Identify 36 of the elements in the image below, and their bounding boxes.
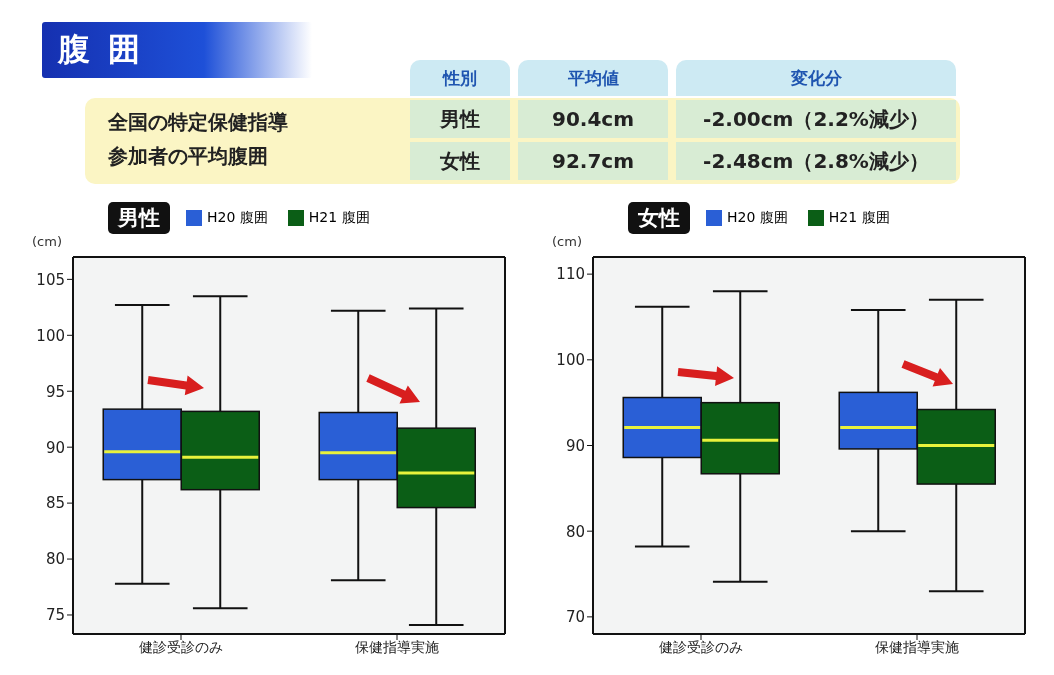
y-tick-label: 90 <box>565 436 585 455</box>
x-tick-label: 保健指導実施 <box>355 638 439 655</box>
y-tick-label: 100 <box>36 326 65 345</box>
legend-label: H20 腹囲 <box>727 209 788 227</box>
text: -2.48cm（2.8%減少） <box>676 142 956 180</box>
text: 90.4cm <box>518 100 668 138</box>
y-axis-title: (cm) <box>552 234 582 249</box>
y-tick-label: 70 <box>565 608 585 627</box>
y-tick-label: 100 <box>556 351 585 370</box>
text: 全国の特定保健指導 <box>108 109 288 136</box>
text: 92.7cm <box>518 142 668 180</box>
text: 平均値 <box>518 60 668 96</box>
chart-title: 女性 <box>628 202 690 234</box>
y-axis-title: (cm) <box>32 234 62 249</box>
legend-label: H21 腹囲 <box>828 209 890 227</box>
legend-label: H20 腹囲 <box>207 209 268 227</box>
y-tick-label: 75 <box>45 606 65 625</box>
x-tick-label: 健診受診のみ <box>139 638 223 655</box>
y-tick-label: 95 <box>45 382 65 401</box>
text: 男性 <box>410 100 510 138</box>
text: 参加者の平均腹囲 <box>108 143 269 170</box>
y-tick-label: 105 <box>36 270 65 289</box>
x-tick-label: 健診受診のみ <box>659 638 743 655</box>
y-tick-label: 110 <box>556 265 585 284</box>
text: -2.00cm（2.2%減少） <box>676 100 956 138</box>
x-tick-label: 保健指導実施 <box>875 638 959 655</box>
text: 性別 <box>410 60 510 96</box>
text: 腹囲 <box>56 29 159 70</box>
y-tick-label: 85 <box>45 494 65 513</box>
y-tick-label: 80 <box>565 522 585 541</box>
text: 女性 <box>410 142 510 180</box>
y-tick-label: 80 <box>45 550 65 569</box>
text: 変化分 <box>676 60 956 96</box>
legend-label: H21 腹囲 <box>308 209 370 227</box>
y-tick-label: 90 <box>45 438 65 457</box>
chart-title: 男性 <box>108 202 170 234</box>
